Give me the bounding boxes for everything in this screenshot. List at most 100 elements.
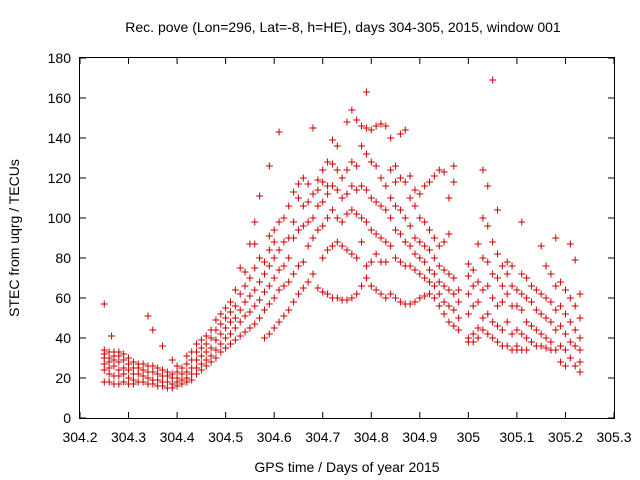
data-point xyxy=(479,326,487,334)
x-axis: 304.2 304.3 304.4 304.5 304.6 304.7 304.8 304.9… xyxy=(62,58,632,445)
data-point xyxy=(362,218,370,226)
data-point xyxy=(527,282,535,290)
data-point xyxy=(275,246,283,254)
data-point xyxy=(445,302,453,310)
data-point xyxy=(309,234,317,242)
data-point xyxy=(362,124,370,132)
data-point xyxy=(523,274,531,282)
data-point xyxy=(566,294,574,302)
data-point xyxy=(484,282,492,290)
data-point xyxy=(212,336,220,344)
data-point xyxy=(246,292,254,300)
data-point xyxy=(299,202,307,210)
data-point xyxy=(416,294,424,302)
data-point xyxy=(251,302,259,310)
data-point xyxy=(542,334,550,342)
data-point xyxy=(333,166,341,174)
data-point xyxy=(571,302,579,310)
data-point xyxy=(537,310,545,318)
data-point xyxy=(455,286,463,294)
data-point xyxy=(435,262,443,270)
x-tick-label: 304.4 xyxy=(160,429,195,445)
data-point xyxy=(464,272,472,280)
data-point xyxy=(561,362,569,370)
data-point xyxy=(125,360,133,368)
data-point xyxy=(222,344,230,352)
data-point xyxy=(464,260,472,268)
data-point xyxy=(372,198,380,206)
data-point xyxy=(144,374,152,382)
data-point xyxy=(469,330,477,338)
data-point xyxy=(226,308,234,316)
data-point xyxy=(100,366,108,374)
data-point xyxy=(353,116,361,124)
data-point xyxy=(149,326,157,334)
data-point xyxy=(207,334,215,342)
data-point xyxy=(547,318,555,326)
data-point xyxy=(304,180,312,188)
data-point xyxy=(324,214,332,222)
data-point xyxy=(435,290,443,298)
data-point xyxy=(450,162,458,170)
data-point xyxy=(406,262,414,270)
data-point xyxy=(270,226,278,234)
data-point xyxy=(256,296,264,304)
data-point xyxy=(231,336,239,344)
data-point xyxy=(294,226,302,234)
data-point xyxy=(445,194,453,202)
data-point xyxy=(338,218,346,226)
data-point xyxy=(207,352,215,360)
data-point xyxy=(108,332,116,340)
data-point xyxy=(435,242,443,250)
data-point xyxy=(280,282,288,290)
data-point xyxy=(197,352,205,360)
data-point xyxy=(338,242,346,250)
data-point xyxy=(343,190,351,198)
data-point xyxy=(382,238,390,246)
data-point xyxy=(241,268,249,276)
data-point xyxy=(455,298,463,306)
data-point xyxy=(493,302,501,310)
data-point xyxy=(217,348,225,356)
data-point xyxy=(246,324,254,332)
data-point xyxy=(377,290,385,298)
data-point xyxy=(285,254,293,262)
data-point xyxy=(421,182,429,190)
data-point xyxy=(149,368,157,376)
data-point xyxy=(236,290,244,298)
data-series xyxy=(100,76,584,392)
data-point xyxy=(256,314,264,322)
data-point xyxy=(202,356,210,364)
data-point xyxy=(474,240,482,248)
plot-area xyxy=(100,76,584,392)
data-point xyxy=(120,370,128,378)
data-point xyxy=(129,380,137,388)
data-point xyxy=(231,314,239,322)
data-point xyxy=(552,234,560,242)
data-point xyxy=(246,308,254,316)
data-point xyxy=(382,206,390,214)
data-point xyxy=(406,222,414,230)
data-point xyxy=(430,282,438,290)
data-point xyxy=(260,306,268,314)
data-point xyxy=(328,136,336,144)
data-point xyxy=(367,226,375,234)
data-point xyxy=(324,290,332,298)
data-point xyxy=(469,338,477,346)
data-point xyxy=(319,178,327,186)
data-point xyxy=(275,286,283,294)
data-point xyxy=(168,384,176,392)
data-point xyxy=(532,286,540,294)
data-point xyxy=(484,258,492,266)
data-point xyxy=(396,258,404,266)
data-point xyxy=(188,376,196,384)
data-point xyxy=(309,190,317,198)
data-point xyxy=(110,356,118,364)
data-point xyxy=(527,298,535,306)
data-point xyxy=(324,246,332,254)
data-point xyxy=(246,274,254,282)
data-point xyxy=(435,166,443,174)
data-point xyxy=(294,290,302,298)
y-tick-label: 20 xyxy=(55,370,71,386)
